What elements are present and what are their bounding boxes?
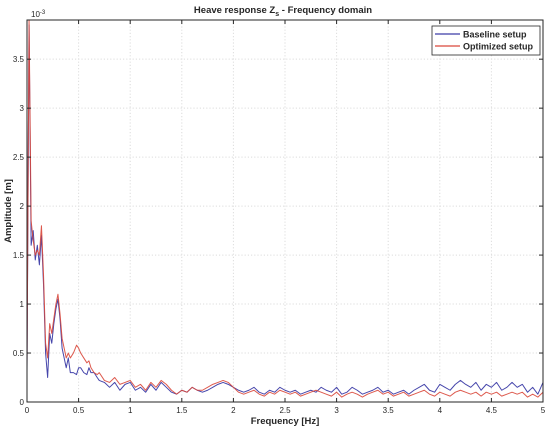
grid-layer [27, 20, 543, 402]
y-exponent-label: 10-3 [31, 10, 46, 19]
x-tick-label: 2 [231, 406, 236, 415]
y-tick-label: 0 [20, 398, 25, 407]
y-tick-label: 1.5 [13, 251, 25, 260]
plot-frame [26, 19, 544, 403]
series-layer [26, 19, 544, 398]
series-line-optimized [26, 19, 544, 398]
y-tick-label: 2 [20, 202, 25, 211]
y-tick-label: 1 [20, 300, 25, 309]
x-tick-label: 4 [438, 406, 443, 415]
x-tick-label: 2.5 [279, 406, 291, 415]
series-line-baseline [26, 24, 544, 395]
legend: Baseline setup Optimized setup [431, 25, 541, 56]
chart-title-subscript: s [275, 11, 279, 18]
x-tick-label: 5 [541, 406, 546, 415]
x-tick-label: 3.5 [383, 406, 395, 415]
chart-title: Heave response Zs - Frequency domain [194, 5, 372, 18]
x-tick-label: 0.5 [73, 406, 85, 415]
tick-layer: 0 0.5 1 1.5 2 2.5 3 3.5 4 4.5 5 0 0.5 1 1.5 2 2.5 3 3.5 [13, 20, 546, 415]
y-tick-label: 3.5 [13, 55, 25, 64]
y-exponent-power: -3 [40, 10, 46, 16]
x-axis-label: Frequency [Hz] [251, 416, 320, 427]
y-tick-label: 2.5 [13, 153, 25, 162]
x-tick-label: 0 [25, 406, 30, 415]
x-tick-label: 1 [128, 406, 133, 415]
x-tick-label: 1.5 [176, 406, 188, 415]
legend-label-optimized: Optimized setup [463, 42, 534, 52]
y-tick-label: 3 [20, 104, 25, 113]
legend-box [431, 25, 541, 56]
legend-label-baseline: Baseline setup [463, 30, 527, 40]
x-tick-label: 4.5 [486, 406, 498, 415]
y-axis-label: Amplitude [m] [3, 179, 14, 243]
y-tick-label: 0.5 [13, 349, 25, 358]
x-tick-label: 3 [334, 406, 339, 415]
